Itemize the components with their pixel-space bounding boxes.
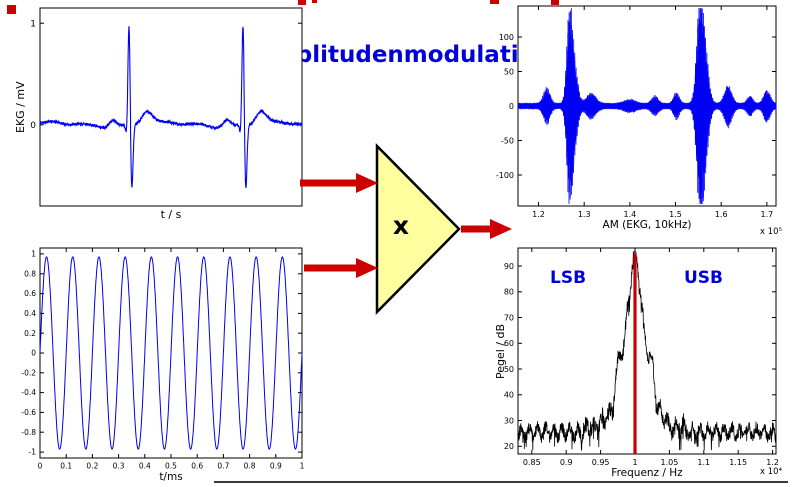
svg-text:1.05: 1.05 [660, 458, 678, 467]
clipped-text-fragment [312, 0, 317, 3]
svg-text:0: 0 [30, 121, 36, 131]
spectrum-plot-canvas: 0.85 0.9 0.95 1 1.05 1.1 1.15 1.2 20 30 40 50 60 70 80… [504, 247, 779, 467]
svg-text:1.1: 1.1 [697, 458, 710, 467]
usb-annotation: USB [684, 268, 724, 288]
svg-text:-1: -1 [29, 448, 37, 457]
svg-text:60: 60 [504, 339, 514, 348]
svg-text:0.2: 0.2 [24, 329, 36, 338]
svg-text:1.3: 1.3 [578, 210, 591, 219]
svg-text:50: 50 [504, 67, 514, 76]
svg-text:0.2: 0.2 [86, 462, 98, 471]
svg-text:-100: -100 [496, 171, 514, 180]
multiplier-label: x [392, 211, 410, 240]
svg-text:-0.2: -0.2 [21, 368, 36, 377]
lsb-annotation: LSB [550, 268, 587, 288]
svg-text:0.8: 0.8 [244, 462, 256, 471]
arrow-carrier-to-multiplier [304, 258, 378, 278]
am-signal-plot: 1.2 1.3 1.4 1.5 1.6 1.7 -100 -50 0 50 100 AM (EKG,… [488, 0, 792, 240]
svg-text:1.2: 1.2 [766, 458, 779, 467]
clipped-text-fragment [298, 0, 306, 5]
svg-text:1.7: 1.7 [761, 210, 774, 219]
svg-text:0: 0 [31, 349, 36, 358]
svg-text:0.3: 0.3 [113, 462, 125, 471]
svg-text:30: 30 [504, 416, 514, 425]
svg-text:100: 100 [499, 33, 514, 42]
svg-text:0.4: 0.4 [24, 309, 36, 318]
svg-text:-0.6: -0.6 [21, 408, 36, 417]
svg-text:0: 0 [38, 462, 43, 471]
carrier-plot: 0 0.1 0.2 0.3 0.4 0.5 0.6 0.7 0.8 0.9 1 1 0.8 0.6 0.4 0… [6, 240, 308, 487]
svg-text:1: 1 [300, 462, 305, 471]
svg-text:1.6: 1.6 [715, 210, 728, 219]
svg-text:1: 1 [30, 19, 36, 29]
svg-text:1.5: 1.5 [669, 210, 682, 219]
svg-text:0.6: 0.6 [24, 289, 36, 298]
svg-text:0.5: 0.5 [165, 462, 177, 471]
bottom-divider-line [214, 481, 788, 483]
svg-text:90: 90 [504, 262, 514, 271]
am-signal-plot-canvas: 1.2 1.3 1.4 1.5 1.6 1.7 -100 -50 0 50 100 [496, 5, 777, 219]
arrow-ekg-to-multiplier [300, 173, 378, 193]
svg-text:1: 1 [31, 250, 36, 259]
svg-text:0.4: 0.4 [139, 462, 151, 471]
am-xlabel: AM (EKG, 10kHz) [602, 219, 692, 231]
am-x-scale-note: x 10⁵ [760, 227, 782, 237]
clipped-text-fragment [490, 0, 499, 4]
spectrum-xlabel: Frequenz / Hz [611, 467, 683, 479]
svg-text:1: 1 [632, 458, 637, 467]
svg-text:80: 80 [504, 288, 514, 297]
svg-text:0: 0 [509, 102, 514, 111]
svg-text:0.8: 0.8 [24, 269, 36, 278]
svg-text:1.15: 1.15 [729, 458, 747, 467]
svg-text:0.6: 0.6 [191, 462, 203, 471]
svg-text:-50: -50 [501, 136, 514, 145]
svg-text:20: 20 [504, 442, 514, 451]
svg-text:50: 50 [504, 365, 514, 374]
svg-text:40: 40 [504, 391, 514, 400]
spectrum-plot: 0.85 0.9 0.95 1 1.05 1.1 1.15 1.2 20 30 40 50 60 70 80… [488, 240, 792, 487]
carrier-plot-canvas: 0 0.1 0.2 0.3 0.4 0.5 0.6 0.7 0.8 0.9 1 1 0.8 0.6 0.4 0… [21, 247, 305, 471]
svg-text:0.1: 0.1 [60, 462, 72, 471]
top-left-red-mark [7, 5, 16, 14]
multiplier-triangle [375, 142, 461, 316]
carrier-xlabel: t/ms [159, 471, 183, 483]
ekg-plot-canvas: 01 [30, 7, 303, 207]
svg-text:0.85: 0.85 [523, 458, 541, 467]
svg-text:-0.8: -0.8 [21, 428, 36, 437]
svg-text:1.2: 1.2 [532, 210, 545, 219]
spectrum-x-scale-note: x 10⁴ [760, 467, 782, 477]
svg-text:1.4: 1.4 [624, 210, 637, 219]
svg-text:0.7: 0.7 [217, 462, 229, 471]
svg-text:0.9: 0.9 [270, 462, 282, 471]
clipped-text-fragment [551, 0, 559, 5]
page-title: Amplitudenmodulation [254, 42, 551, 68]
arrow-multiplier-to-am [461, 219, 512, 239]
svg-text:70: 70 [504, 313, 514, 322]
svg-text:-0.4: -0.4 [21, 388, 36, 397]
ekg-xlabel: t / s [160, 208, 182, 221]
svg-text:0.9: 0.9 [560, 458, 573, 467]
svg-text:0.95: 0.95 [592, 458, 610, 467]
